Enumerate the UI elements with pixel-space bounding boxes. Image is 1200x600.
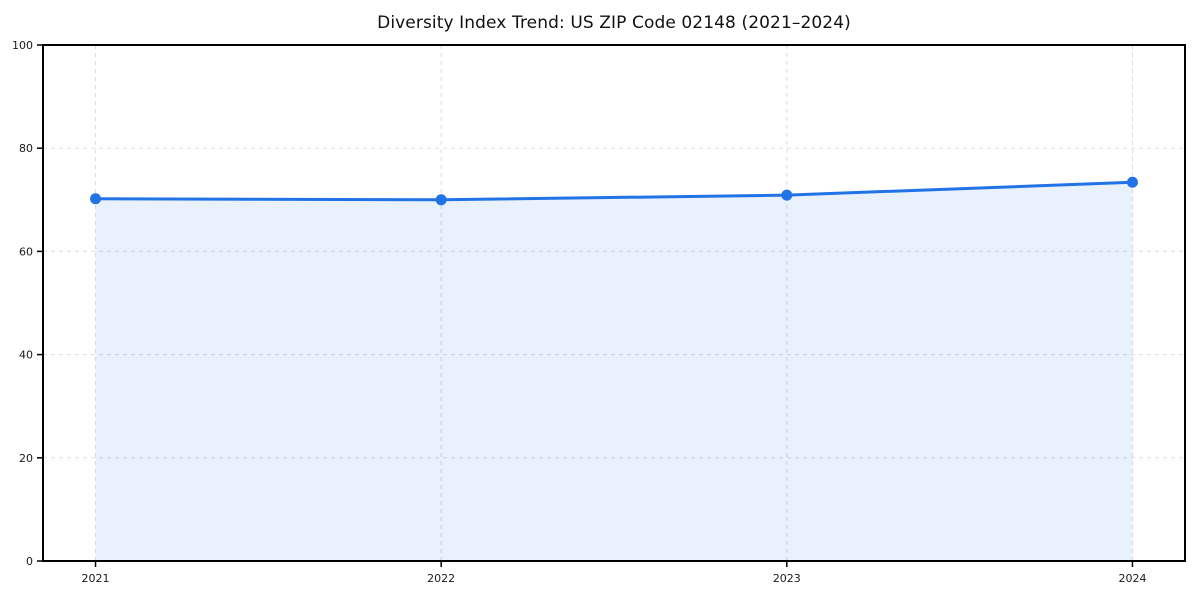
data-point xyxy=(1126,176,1138,188)
y-tick-label: 100 xyxy=(12,39,33,52)
y-tick-label: 60 xyxy=(19,245,33,258)
y-tick-label: 0 xyxy=(26,555,33,568)
x-tick-label: 2021 xyxy=(82,572,110,585)
area-fill xyxy=(95,182,1133,562)
data-point xyxy=(435,194,447,206)
chart-title: Diversity Index Trend: US ZIP Code 02148… xyxy=(377,13,851,33)
data-point xyxy=(781,189,793,201)
data-point xyxy=(90,193,102,205)
x-tick-label: 2024 xyxy=(1118,572,1146,585)
y-tick-label: 20 xyxy=(19,452,33,465)
trend-line xyxy=(94,180,1134,202)
y-tick-label: 80 xyxy=(19,142,33,155)
plot-border xyxy=(42,44,1186,562)
x-tick-label: 2022 xyxy=(427,572,455,585)
x-tick-label: 2023 xyxy=(773,572,801,585)
y-tick-label: 40 xyxy=(19,349,33,362)
